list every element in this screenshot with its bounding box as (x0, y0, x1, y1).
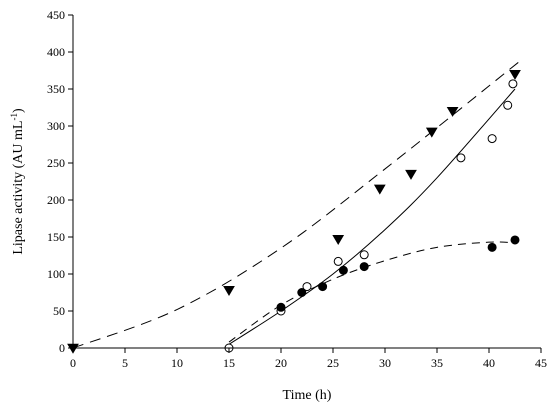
y-axis-title-main: Lipase activity (AU mL (11, 121, 26, 255)
y-tick-label: 200 (47, 193, 65, 207)
y-tick-label: 150 (47, 230, 65, 244)
x-axis-title: Time (h) (283, 388, 332, 403)
fit-curve-series-3 (228, 241, 516, 343)
data-point-triangle (425, 127, 438, 138)
axes (72, 15, 541, 349)
data-point-open-circle (487, 134, 497, 144)
data-point-triangle (223, 286, 235, 297)
data-point-open-circle (503, 100, 513, 110)
x-axis-ticks: 0 5 10 15 20 25 30 35 40 45 (70, 348, 547, 370)
y-tick-label: 250 (47, 156, 65, 170)
y-axis-title: Lipase activity (AU mL-1) (9, 108, 26, 255)
x-tick-label: 5 (122, 356, 128, 370)
data-point-filled-circle (338, 265, 348, 275)
data-point-open-circle (359, 250, 369, 260)
data-point-triangle (446, 106, 459, 117)
data-point-filled-circle (510, 235, 520, 245)
data-point-triangle (373, 184, 386, 195)
data-point-filled-circle (359, 262, 369, 272)
x-tick-label: 35 (431, 356, 443, 370)
data-point-triangle (509, 69, 521, 80)
y-tick-label: 100 (47, 267, 65, 281)
y-axis-ticks: 0 50 100 150 200 250 300 350 400 450 (47, 8, 73, 355)
y-axis-title-unit-exponent: -1 (9, 113, 19, 121)
x-tick-label: 40 (483, 356, 495, 370)
x-tick-label: 25 (327, 356, 339, 370)
x-tick-label: 20 (275, 356, 287, 370)
data-point-filled-circle (487, 242, 497, 252)
x-tick-label: 0 (70, 356, 76, 370)
x-tick-label: 15 (223, 356, 235, 370)
y-tick-label: 350 (47, 82, 65, 96)
y-tick-label: 300 (47, 119, 65, 133)
x-tick-label: 10 (171, 356, 183, 370)
fit-curves (72, 60, 521, 349)
fit-curve-series-2 (228, 88, 516, 345)
data-points (67, 69, 521, 354)
fit-curve-series-1 (72, 60, 521, 349)
data-point-open-circle (302, 282, 312, 292)
x-tick-label: 45 (535, 356, 547, 370)
y-tick-label: 50 (53, 304, 65, 318)
data-point-filled-circle (318, 282, 328, 292)
data-point-open-circle (456, 153, 466, 163)
data-point-open-circle (333, 256, 343, 266)
data-point-triangle (332, 234, 345, 245)
data-point-filled-circle (297, 288, 307, 297)
data-point-open-circle (508, 79, 518, 89)
y-axis-title-close: ) (11, 108, 26, 113)
data-point-triangle (405, 169, 417, 180)
y-tick-label: 400 (47, 45, 65, 59)
y-tick-label: 450 (47, 8, 65, 22)
data-point-filled-circle (276, 302, 286, 312)
x-tick-label: 30 (379, 356, 391, 370)
y-tick-label: 0 (59, 341, 65, 355)
